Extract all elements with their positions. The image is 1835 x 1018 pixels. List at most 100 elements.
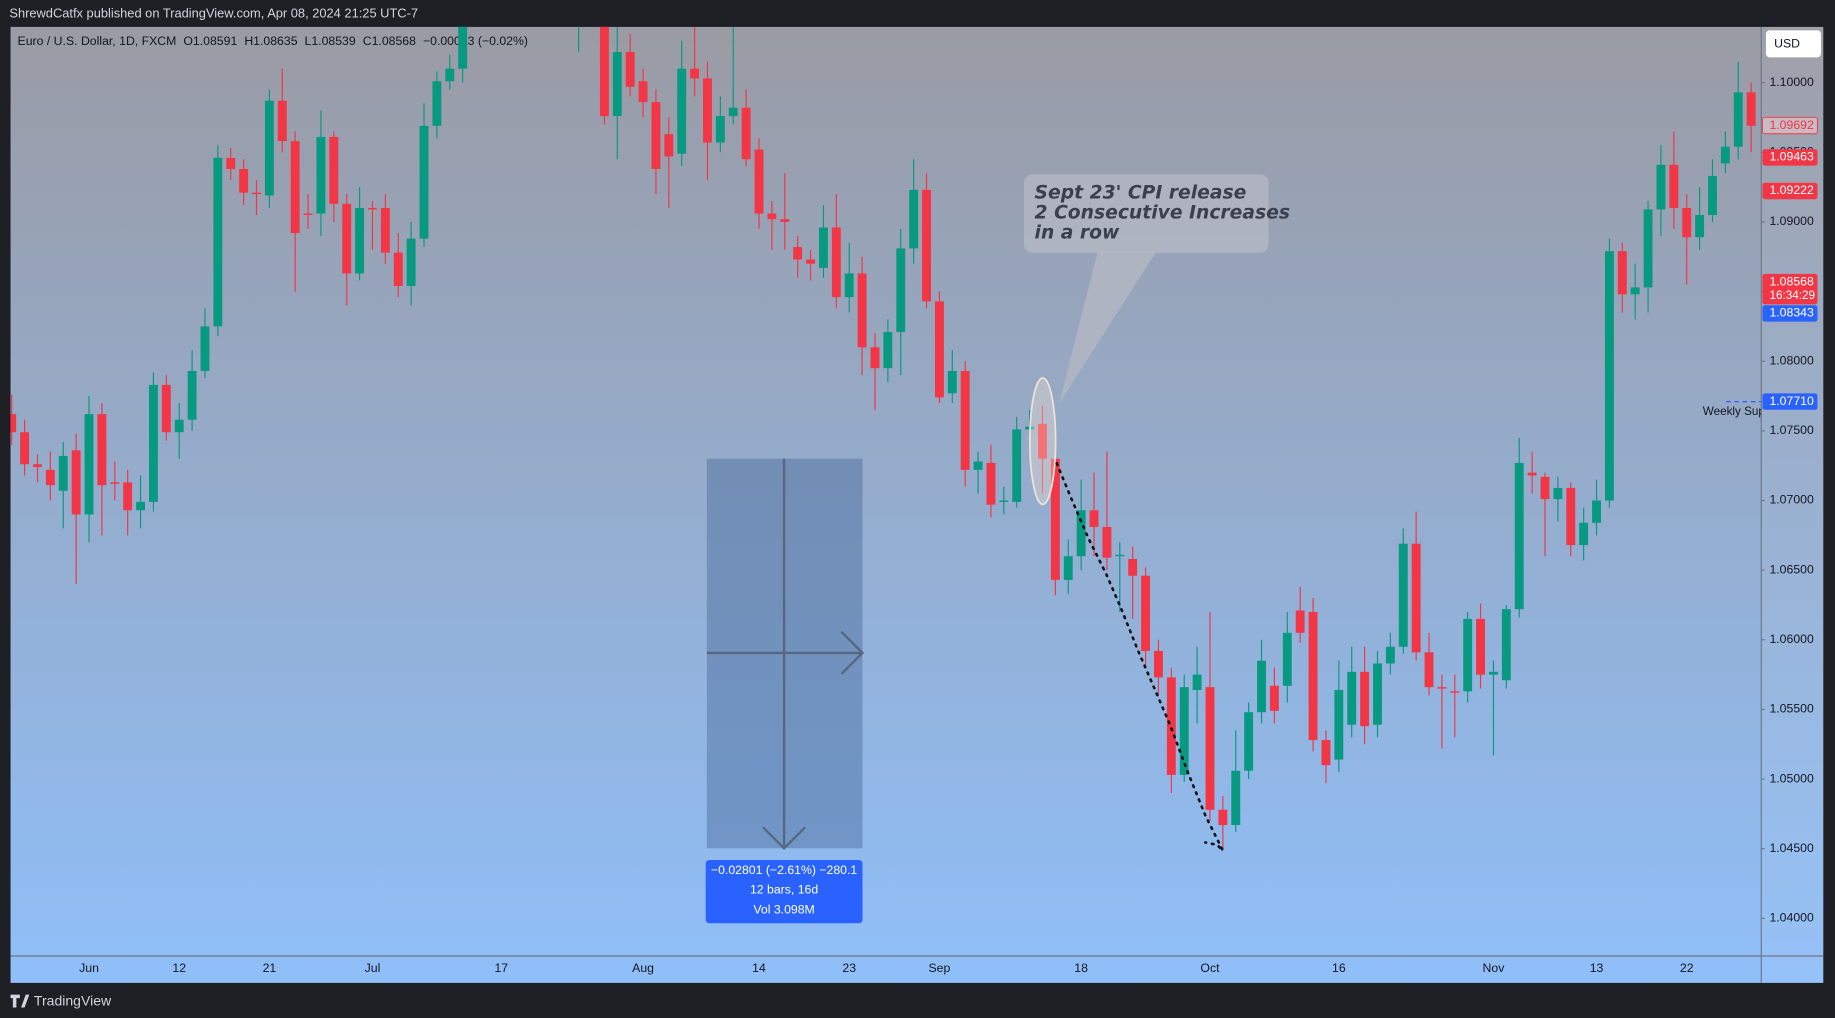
candle-body bbox=[84, 414, 94, 515]
candle-body bbox=[1038, 423, 1047, 459]
candle-body bbox=[239, 168, 249, 193]
x-tick-label: 21 bbox=[263, 961, 277, 975]
candle-body bbox=[999, 500, 1009, 502]
candle-body bbox=[1231, 770, 1241, 826]
price-tag-label: 1.09692 bbox=[1769, 118, 1814, 132]
candle-body bbox=[1656, 164, 1666, 210]
candle-body bbox=[870, 347, 880, 369]
candle-body bbox=[1385, 646, 1395, 664]
candle-body bbox=[844, 273, 854, 298]
candle-body bbox=[226, 157, 236, 169]
candle-body bbox=[934, 301, 944, 398]
currency-button[interactable] bbox=[1765, 30, 1821, 58]
x-tick-label: Nov bbox=[1483, 961, 1506, 975]
y-tick-label: 1.05500 bbox=[1769, 702, 1814, 716]
candle-body bbox=[1411, 543, 1421, 653]
candle-body bbox=[1192, 674, 1202, 690]
candle-body bbox=[1708, 175, 1717, 215]
candle-body bbox=[741, 107, 751, 160]
price-tag bbox=[1762, 305, 1818, 322]
candle-body bbox=[329, 136, 339, 204]
ohlc: C1.08568 bbox=[363, 34, 416, 48]
candle-body bbox=[1514, 462, 1524, 610]
candle-body bbox=[290, 141, 300, 234]
candle-body bbox=[1553, 487, 1563, 500]
y-tick-label: 1.10000 bbox=[1769, 75, 1814, 89]
candle-body bbox=[793, 246, 803, 260]
candle-body bbox=[1334, 689, 1344, 760]
price-tag-label: 1.08343 bbox=[1769, 306, 1814, 320]
ohlc: L1.08539 bbox=[305, 34, 356, 48]
ohlc: O1.08591 bbox=[183, 34, 237, 48]
candle-body bbox=[406, 238, 416, 286]
x-tick-label: Sep bbox=[928, 961, 950, 975]
candle-body bbox=[161, 384, 171, 433]
candle-body bbox=[986, 462, 996, 505]
candle-body bbox=[148, 384, 158, 502]
change: −0.00023 (−0.02%) bbox=[423, 34, 528, 48]
candle-body bbox=[110, 482, 120, 484]
candle-body bbox=[252, 192, 261, 195]
branding: TradingView bbox=[34, 992, 112, 1008]
candle-body bbox=[1063, 556, 1073, 580]
x-tick-label: 23 bbox=[842, 961, 856, 975]
candle-body bbox=[97, 414, 107, 486]
candle-body bbox=[1592, 500, 1601, 523]
candle-body bbox=[1720, 146, 1730, 164]
currency-label[interactable]: USD bbox=[1774, 37, 1800, 51]
candle-body bbox=[355, 207, 365, 274]
candle-body bbox=[1682, 207, 1692, 238]
candle-body bbox=[1489, 671, 1498, 675]
price-tag bbox=[1762, 149, 1818, 166]
candle-body bbox=[703, 78, 712, 143]
candle-body bbox=[123, 482, 133, 511]
candle-body bbox=[754, 149, 764, 214]
candle-body bbox=[612, 51, 622, 117]
highlight-ellipse bbox=[1028, 377, 1057, 506]
candle-body bbox=[1695, 214, 1705, 238]
price-tag-label: 1.08568 bbox=[1769, 274, 1814, 288]
candle-body bbox=[1295, 610, 1305, 633]
candle-body bbox=[625, 51, 635, 87]
candle-body bbox=[857, 273, 867, 348]
candle-body bbox=[33, 464, 42, 468]
y-tick-label: 1.04000 bbox=[1769, 911, 1814, 925]
candle-body bbox=[1012, 429, 1022, 502]
x-tick-label: Jun bbox=[79, 961, 99, 975]
x-tick-label: 17 bbox=[494, 961, 508, 975]
candle-body bbox=[1244, 712, 1254, 771]
candle-body bbox=[1476, 618, 1486, 675]
candle-body bbox=[1154, 650, 1163, 678]
candle-body bbox=[1308, 611, 1318, 741]
candle-body bbox=[960, 370, 970, 470]
price-tag-label: 1.09463 bbox=[1769, 150, 1814, 164]
candle-body bbox=[445, 68, 455, 82]
candle-body bbox=[1141, 575, 1151, 651]
candle-body bbox=[1579, 522, 1589, 546]
candle-body bbox=[1321, 740, 1331, 766]
candle-body bbox=[909, 189, 919, 249]
x-tick-label: 18 bbox=[1074, 961, 1088, 975]
callout-text: Sept 23' CPI release bbox=[1035, 183, 1247, 204]
candle-body bbox=[947, 370, 957, 394]
candle-body bbox=[264, 100, 274, 196]
price-tag-label: 1.07710 bbox=[1769, 394, 1814, 408]
candle-body bbox=[342, 203, 352, 274]
y-tick-label: 1.07000 bbox=[1769, 493, 1814, 507]
y-tick-label: 1.07500 bbox=[1769, 423, 1814, 437]
candle-body bbox=[973, 461, 983, 470]
measure-text: Vol 3.098M bbox=[753, 903, 814, 917]
candle-body bbox=[922, 189, 931, 302]
candles bbox=[10, 26, 1756, 849]
candle-body bbox=[728, 107, 738, 117]
candle-body bbox=[1076, 510, 1086, 557]
candle-body bbox=[1282, 632, 1292, 686]
candle-body bbox=[316, 136, 326, 214]
candle-body bbox=[1604, 251, 1614, 501]
candle-body bbox=[1643, 209, 1653, 288]
y-tick-label: 1.08000 bbox=[1769, 353, 1814, 367]
candle-body bbox=[1360, 671, 1370, 727]
x-tick-label: 16 bbox=[1332, 961, 1346, 975]
candle-body bbox=[1257, 660, 1266, 713]
candle-body bbox=[1501, 609, 1511, 681]
